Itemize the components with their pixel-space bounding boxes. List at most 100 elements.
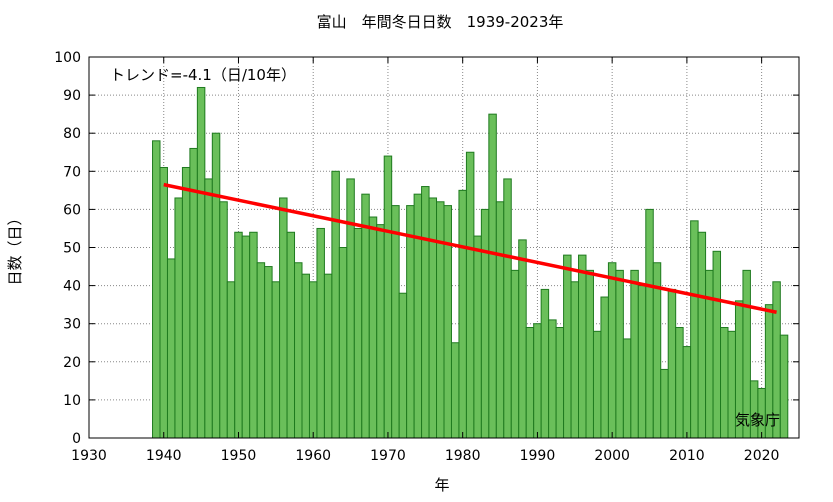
bar <box>540 288 550 439</box>
bar <box>458 189 467 439</box>
bar <box>682 346 692 439</box>
bar <box>166 258 176 439</box>
bar <box>555 327 565 439</box>
y-tick-label: 60 <box>63 202 81 218</box>
bar <box>361 193 370 439</box>
y-tick-label: 80 <box>63 126 81 142</box>
bar <box>353 227 363 439</box>
bar <box>488 113 497 439</box>
y-tick-label: 0 <box>72 431 81 447</box>
bar <box>480 208 490 439</box>
bar <box>174 197 183 439</box>
bar <box>271 281 281 439</box>
bar <box>301 273 310 439</box>
bar <box>436 201 445 439</box>
x-tick-label: 1940 <box>146 448 182 464</box>
y-tick-label: 20 <box>63 355 81 371</box>
x-tick-label: 1980 <box>445 448 481 464</box>
bar <box>712 250 722 439</box>
bars <box>152 86 789 439</box>
bar <box>308 281 318 439</box>
bar <box>159 166 168 439</box>
y-tick-label: 50 <box>63 241 81 257</box>
x-axis-title: 年 <box>434 476 449 494</box>
bar <box>346 178 355 439</box>
x-tick-label: 1970 <box>370 448 406 464</box>
y-tick-label: 70 <box>63 164 81 180</box>
x-tick-label: 1930 <box>71 448 107 464</box>
bar <box>331 170 340 439</box>
bar <box>570 281 580 439</box>
bar <box>152 140 161 439</box>
x-tick-label: 1950 <box>221 448 257 464</box>
bar <box>279 197 288 439</box>
x-tick-label: 2020 <box>744 448 780 464</box>
bar <box>779 334 789 439</box>
bar <box>705 269 714 439</box>
y-tick-label: 30 <box>63 317 81 333</box>
bar <box>219 201 228 439</box>
credit-label: 気象庁 <box>735 411 780 429</box>
bar <box>211 132 221 439</box>
bar <box>294 262 303 439</box>
bar <box>585 269 594 439</box>
bar <box>473 235 482 439</box>
bar <box>510 269 520 439</box>
bar <box>630 269 639 439</box>
bar <box>323 273 333 439</box>
bar <box>600 296 609 439</box>
bar <box>338 247 348 439</box>
bar <box>503 178 512 439</box>
trend-label: トレンド=-4.1（日/10年） <box>110 66 296 84</box>
bar <box>234 231 243 439</box>
bar <box>413 193 423 439</box>
bar <box>226 281 236 439</box>
bar <box>660 368 669 439</box>
chart-title: 富山 年間冬日日数 1939-2023年 <box>317 13 564 31</box>
bar <box>675 327 684 439</box>
bar <box>495 201 505 439</box>
trend-line <box>163 182 777 314</box>
bar <box>196 86 206 439</box>
bar <box>607 262 617 439</box>
y-axis-title: 日数（日） <box>6 210 24 285</box>
bar <box>256 262 266 439</box>
y-tick-label: 10 <box>63 393 81 409</box>
bar <box>368 216 378 439</box>
bar <box>421 186 430 439</box>
bar <box>316 227 325 439</box>
bar <box>720 327 729 439</box>
bar <box>428 197 438 439</box>
bar <box>563 254 572 439</box>
bar <box>749 380 759 439</box>
bar <box>406 205 415 439</box>
bar <box>637 285 647 439</box>
bar <box>264 266 273 439</box>
bar <box>249 231 258 439</box>
axis-ticks: 0 10 20 30 40 50 60 70 80 90 100 1930 1940 1950 1960 19… <box>54 50 799 464</box>
bar <box>667 288 677 439</box>
bar <box>286 231 296 439</box>
y-tick-label: 90 <box>63 88 81 104</box>
bar <box>592 330 602 439</box>
bar <box>533 323 542 439</box>
y-tick-label: 40 <box>63 279 81 295</box>
bar <box>443 205 452 439</box>
bar <box>181 166 191 439</box>
bar <box>450 342 460 439</box>
y-tick-label: 100 <box>54 50 81 66</box>
bar <box>376 224 385 439</box>
bar <box>622 338 632 439</box>
bar <box>241 235 251 439</box>
x-tick-label: 2000 <box>594 448 630 464</box>
x-tick-label: 1960 <box>295 448 331 464</box>
x-tick-label: 2010 <box>669 448 705 464</box>
bar <box>615 269 624 439</box>
bar <box>697 231 707 439</box>
bar <box>645 208 654 439</box>
bar <box>518 239 527 439</box>
bar <box>204 178 213 439</box>
x-tick-label: 1990 <box>520 448 556 464</box>
